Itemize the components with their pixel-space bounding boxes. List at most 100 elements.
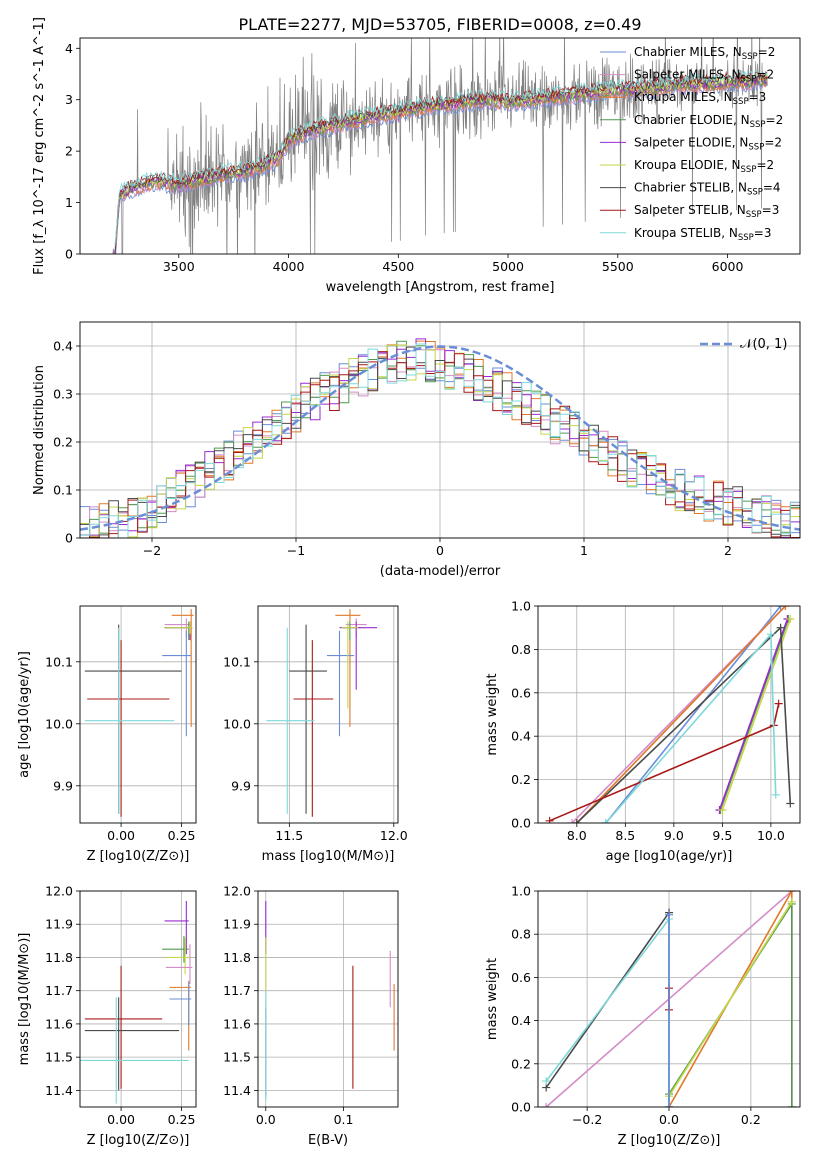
weight-marker-kroupa_stelib — [766, 630, 775, 639]
x-axis-label: Z [log10(Z/Z⊙)] — [87, 849, 190, 864]
x-tick-label: 5000 — [492, 259, 524, 274]
y-tick-label: 11.8 — [45, 950, 73, 965]
weight-marker-salpeter_miles — [567, 819, 576, 823]
y-tick-label: 0.0 — [511, 1100, 531, 1115]
plot-area — [84, 609, 194, 817]
x-tick-label: 8.0 — [567, 828, 587, 843]
legend-label: Salpeter STELIB, NSSP=3 — [634, 203, 779, 220]
axes-frame — [79, 605, 197, 824]
y-tick-label: 0.6 — [511, 685, 531, 700]
x-tick-label: 6000 — [712, 259, 744, 274]
plot-area — [80, 338, 800, 538]
x-tick-label: 0.1 — [334, 1112, 354, 1127]
y-tick-label: 10.0 — [45, 716, 73, 731]
x-tick-label: 12.0 — [380, 828, 408, 843]
normal-curve — [80, 345, 800, 531]
weight-marker-chabrier_miles — [665, 1103, 673, 1107]
x-tick-label: 0.00 — [107, 828, 135, 843]
weight-line-kroupa_elodie — [668, 901, 793, 1097]
legend-value: =2 — [756, 68, 774, 82]
legend-value: =3 — [749, 90, 767, 104]
y-tick-label: 2 — [65, 144, 73, 159]
x-tick-label: 0.25 — [168, 1112, 196, 1127]
histogram-kroupa_elodie — [80, 344, 800, 538]
y-axis-label: age [log10(age/yr)] — [17, 651, 32, 778]
y-tick-label: 11.6 — [45, 1016, 73, 1031]
legend-label: Kroupa ELODIE, NSSP=2 — [634, 158, 774, 175]
chart-mass_vs_Z: 0.00 0.25 11.4 11.5 11.6 11.7 11.8 11.9 12.0 Z [l… — [17, 884, 197, 1148]
y-axis-label: mass weight — [485, 958, 500, 1040]
x-axis-label: (data-model)/error — [380, 564, 501, 579]
y-tick-label: 0.3 — [53, 387, 73, 402]
legend-subscript: SSP — [741, 165, 757, 175]
x-tick-label: 3500 — [163, 259, 195, 274]
legend-label: Chabrier STELIB, NSSP=4 — [634, 181, 781, 198]
chart-age_vs_mass: 11.5 12.0 9.9 10.0 10.1 mass [log10(M/M⊙)] — [223, 605, 408, 864]
y-tick-label: 11.7 — [223, 983, 251, 998]
weight-marker-salpeter_stelib — [545, 816, 554, 823]
weight-marker-kroupa_miles — [781, 606, 790, 610]
weight-line-kroupa_elodie — [721, 618, 792, 811]
plot-area — [542, 891, 796, 1107]
plot-area — [266, 609, 378, 817]
x-tick-label: 0 — [436, 543, 444, 558]
x-tick-label: −0.2 — [572, 1112, 602, 1127]
legend-value: =3 — [754, 226, 772, 240]
y-tick-label: 11.5 — [45, 1050, 73, 1065]
legend-value: =2 — [758, 45, 776, 59]
histogram-kroupa_stelib — [80, 343, 800, 538]
x-tick-label: 0.00 — [107, 1112, 135, 1127]
weight-marker-kroupa_miles — [787, 891, 796, 895]
legend-value: =2 — [756, 158, 774, 172]
y-tick-label: 1.0 — [511, 599, 531, 614]
histogram-chabrier_stelib — [80, 346, 800, 538]
y-tick-label: 0 — [65, 531, 73, 546]
y-tick-label: 10.1 — [45, 654, 73, 669]
plot-area — [112, 38, 768, 254]
y-tick-label: 0.8 — [511, 927, 531, 942]
x-axis-label: mass [log10(M/M⊙)] — [262, 849, 395, 864]
y-tick-label: 11.4 — [45, 1083, 73, 1098]
chart-weight_vs_age: 8.0 8.5 9.0 9.5 10.0 0.0 0.2 0.4 0.6 0.8 1.0 age [l… — [485, 599, 801, 864]
y-tick-label: 0.8 — [511, 642, 531, 657]
weight-marker-chabrier_stelib — [786, 799, 795, 808]
legend-value: =2 — [764, 135, 782, 149]
y-tick-label: 4 — [65, 41, 73, 56]
x-tick-label: −2 — [143, 543, 161, 558]
x-axis-label: wavelength [Angstrom, rest frame] — [326, 280, 555, 295]
legend-label: Salpeter ELODIE, NSSP=2 — [634, 135, 782, 152]
y-tick-label: 12.0 — [45, 884, 73, 899]
y-axis-label: Flux [f_λ 10^-17 erg cm^-2 s^-1 A^-1] — [32, 17, 47, 275]
y-tick-label: 9.9 — [53, 778, 73, 793]
chart-age_vs_Z: 0.00 0.25 9.9 10.0 10.1 Z [log10(Z/Z⊙)] age [l… — [17, 605, 197, 864]
legend-subscript: SSP — [742, 52, 758, 62]
y-axis-label: mass [log10(M/M⊙)] — [17, 933, 32, 1066]
chart-residuals: −2 −1 0 1 2 0 0.1 0.2 0.3 0.4 (data-model)/error No… — [32, 321, 801, 579]
y-tick-label: 0 — [65, 247, 73, 262]
y-tick-label: 11.7 — [45, 983, 73, 998]
x-axis-label: age [log10(age/yr)] — [606, 849, 733, 864]
histogram-chabrier_elodie — [80, 340, 800, 538]
x-axis-label: E(B-V) — [308, 1133, 348, 1148]
x-tick-label: 9.5 — [712, 828, 732, 843]
y-tick-label: 0.4 — [53, 339, 73, 354]
weight-marker-chabrier_elodie — [787, 1103, 796, 1107]
y-tick-label: 11.5 — [223, 1050, 251, 1065]
y-tick-label: 0.4 — [511, 1013, 531, 1028]
y-tick-label: 11.4 — [223, 1083, 251, 1098]
legend-subscript: SSP — [748, 142, 764, 152]
weight-line-salpeter_elodie — [718, 618, 789, 811]
model-spectrum-kroupa_stelib — [114, 69, 768, 246]
x-tick-label: 0.25 — [168, 828, 196, 843]
weight-marker-chabrier_miles — [776, 606, 785, 610]
weight-marker-kroupa_elodie — [787, 897, 796, 906]
weight-marker-salpeter_miles — [542, 1103, 551, 1107]
x-tick-label: 0.0 — [256, 1112, 276, 1127]
x-tick-label: 0.2 — [741, 1112, 761, 1127]
legend-subscript: SSP — [747, 188, 763, 198]
weight-marker-kroupa_stelib — [601, 819, 610, 823]
model-spectrum-kroupa_elodie — [114, 73, 768, 248]
legend-subscript: SSP — [741, 75, 757, 85]
y-tick-label: 0.2 — [53, 435, 73, 450]
